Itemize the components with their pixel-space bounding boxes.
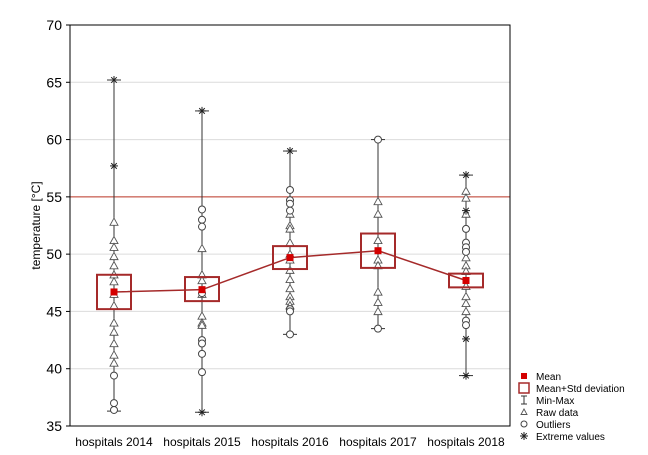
- legend-label: Outliers: [536, 420, 570, 431]
- extreme-value-point: [520, 432, 528, 440]
- outlier-point: [110, 405, 118, 414]
- raw-data-points: [109, 75, 471, 417]
- raw-data-point: [109, 317, 119, 327]
- y-tick-label: 70: [46, 17, 62, 33]
- outlier-point: [198, 349, 206, 358]
- raw-data-point: [373, 196, 383, 206]
- raw-data-point: [197, 275, 207, 285]
- raw-data-point: [461, 298, 471, 308]
- std-box: [272, 245, 308, 271]
- outlier-point: [286, 330, 294, 339]
- legend-label: Mean: [536, 372, 561, 383]
- outlier-point: [462, 224, 470, 233]
- outlier-point: [198, 339, 206, 348]
- raw-data-point: [285, 274, 295, 283]
- raw-data-point: [109, 300, 119, 310]
- outlier-point: [286, 185, 294, 194]
- mean-marker: [110, 288, 118, 296]
- legend-label: Min-Max: [536, 396, 574, 407]
- plot-frame: [69, 24, 511, 427]
- x-tick-label: hospitals 2014: [75, 435, 153, 449]
- y-tick-label: 55: [46, 189, 62, 205]
- x-tick-label: hospitals 2017: [339, 435, 417, 449]
- y-axis: 35 40 45 50 55 60 65 70: [46, 17, 70, 434]
- y-tick-label: 65: [46, 74, 62, 90]
- x-tick-label: hospitals 2015: [163, 435, 241, 449]
- raw-data-point: [373, 235, 383, 245]
- legend-mean-icon: [521, 373, 527, 379]
- raw-data-point: [461, 306, 471, 316]
- raw-data-point: [285, 237, 295, 247]
- outlier-point: [286, 206, 294, 215]
- extreme-value-point: [462, 334, 470, 343]
- extreme-value-point: [198, 106, 206, 115]
- std-box: [184, 276, 220, 303]
- x-tick-label: hospitals 2018: [427, 435, 505, 449]
- raw-data-point: [109, 338, 119, 348]
- y-tick-label: 40: [46, 361, 62, 377]
- raw-data-point: [109, 217, 119, 226]
- y-tick-label: 35: [46, 418, 62, 434]
- outlier-point: [374, 135, 382, 144]
- legend-outlier-icon: [520, 420, 528, 428]
- raw-data-point: [373, 209, 383, 218]
- raw-data-point: [109, 327, 119, 336]
- raw-data-point: [109, 358, 119, 367]
- y-tick-label: 60: [46, 132, 62, 148]
- std-box: [448, 272, 484, 289]
- x-tick-labels: hospitals 2014 hospitals 2015 hospitals 20…: [75, 435, 505, 449]
- outlier-point: [462, 247, 470, 256]
- legend-raw-icon: [520, 408, 528, 415]
- outlier-point: [198, 368, 206, 377]
- mean-line-group: [110, 247, 470, 296]
- raw-data-point: [373, 297, 383, 306]
- outlier-point: [110, 399, 118, 408]
- mean-marker: [286, 254, 294, 262]
- extreme-value-point: [462, 371, 470, 380]
- extreme-value-point: [462, 206, 470, 215]
- y-tick-label: 45: [46, 303, 62, 319]
- extreme-value-point: [110, 75, 118, 84]
- outlier-point: [374, 324, 382, 333]
- extreme-value-point: [198, 408, 206, 417]
- extreme-value-point: [286, 147, 294, 156]
- raw-data-point: [109, 242, 119, 251]
- raw-data-point: [461, 193, 471, 202]
- x-tick-label: hospitals 2016: [251, 435, 329, 449]
- outlier-point: [198, 215, 206, 224]
- raw-data-point: [109, 260, 119, 270]
- raw-data-point: [373, 287, 383, 296]
- raw-data-point: [197, 243, 207, 253]
- outlier-point: [198, 222, 206, 231]
- legend-label: Extreme values: [536, 432, 605, 443]
- outlier-point: [198, 205, 206, 214]
- outlier-point: [110, 371, 118, 380]
- mean-marker: [374, 247, 382, 255]
- y-axis-title: temperature [°C]: [29, 181, 43, 269]
- outlier-point: [286, 199, 294, 208]
- raw-data-point: [285, 224, 295, 233]
- extreme-value-point: [462, 171, 470, 180]
- mean-marker: [198, 286, 206, 294]
- raw-data-point: [285, 283, 295, 293]
- std-box: [360, 232, 396, 269]
- legend-label: Raw data: [536, 408, 579, 419]
- legend-box-icon: [518, 382, 530, 394]
- outlier-point: [286, 307, 294, 316]
- extreme-value-point: [110, 161, 118, 170]
- raw-data-point: [109, 251, 119, 261]
- raw-data-point: [373, 306, 383, 316]
- mean-marker: [462, 276, 470, 284]
- raw-data-point: [109, 350, 119, 359]
- y-tick-label: 50: [46, 246, 62, 262]
- outlier-point: [462, 321, 470, 330]
- legend-label: Mean+Std deviation: [536, 384, 625, 395]
- raw-data-point: [109, 276, 119, 286]
- raw-data-point: [197, 320, 207, 329]
